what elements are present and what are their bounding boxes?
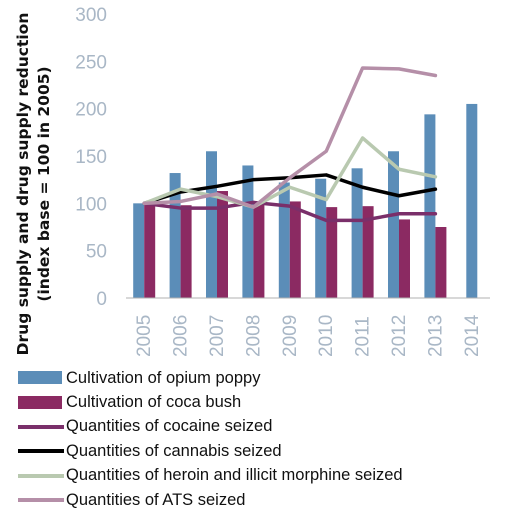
legend-item-heroin: Quantities of heroin and illicit morphin… <box>18 464 503 488</box>
y-tick-label: 0 <box>96 289 107 310</box>
legend-item-cocaine: Quantities of cocaine seized <box>18 415 503 439</box>
y-tick-label: 50 <box>86 242 107 263</box>
legend-label-cocaine: Quantities of cocaine seized <box>66 417 273 436</box>
bar <box>278 182 290 298</box>
series-lines <box>142 66 438 223</box>
legend-item-coca: Cultivation of coca bush <box>18 390 503 414</box>
x-tick-labels: 2005 2006 2007 2008 2009 2010 2011 2012 2013 2014 <box>134 314 483 357</box>
legend-item-ats: Quantities of ATS seized <box>18 488 503 512</box>
series-line <box>142 136 438 209</box>
legend-swatch-coca <box>18 395 62 409</box>
series-line <box>142 200 438 223</box>
bar <box>315 178 327 298</box>
bar <box>253 202 265 298</box>
legend-swatch-cocaine <box>18 424 64 429</box>
bar <box>388 151 399 298</box>
x-tick-label: 2012 <box>389 315 410 357</box>
bar <box>169 173 181 298</box>
legend: Cultivation of opium poppy Cultivation o… <box>18 366 503 512</box>
bar <box>466 103 478 298</box>
y-axis-title-line-2: (index base = 100 in 2005) <box>35 66 53 301</box>
bars <box>133 103 478 298</box>
x-tick-label: 2014 <box>462 314 483 357</box>
bar <box>289 201 301 298</box>
y-tick-label: 100 <box>75 194 107 215</box>
legend-swatch-ats <box>18 498 64 503</box>
x-tick-label: 2010 <box>316 315 337 357</box>
bar <box>424 114 436 298</box>
x-tick-label: 2006 <box>171 315 192 357</box>
y-tick-label: 150 <box>75 147 107 168</box>
x-tick-label: 2009 <box>280 315 301 357</box>
y-tick-label: 250 <box>75 52 107 73</box>
bar <box>144 203 156 298</box>
bar <box>399 219 410 298</box>
x-tick-label: 2007 <box>207 315 228 357</box>
legend-swatch-cannabis <box>18 449 64 454</box>
bar <box>435 227 447 298</box>
x-tick-label: 2011 <box>353 316 374 357</box>
legend-item-opium: Cultivation of opium poppy <box>18 366 503 390</box>
bar <box>242 165 254 298</box>
bar <box>362 206 374 298</box>
y-tick-labels: 0 50 100 150 200 250 300 <box>75 5 107 310</box>
legend-label-cannabis: Quantities of cannabis seized <box>66 441 282 460</box>
legend-label-opium: Cultivation of opium poppy <box>66 368 261 387</box>
bar <box>206 151 217 298</box>
series-line <box>142 66 438 209</box>
bar <box>180 205 192 298</box>
legend-label-heroin: Quantities of heroin and illicit morphin… <box>66 466 403 485</box>
bar <box>133 203 145 298</box>
bar <box>351 168 363 298</box>
bar <box>217 191 228 298</box>
legend-item-cannabis: Quantities of cannabis seized <box>18 439 503 463</box>
legend-swatch-opium <box>18 371 62 385</box>
y-axis-title: Drug supply and drug supply reduction (i… <box>14 13 53 356</box>
legend-swatch-heroin <box>18 473 64 478</box>
legend-label-coca: Cultivation of coca bush <box>66 393 242 412</box>
legend-label-ats: Quantities of ATS seized <box>66 490 246 509</box>
y-axis-title-line-1: Drug supply and drug supply reduction <box>14 13 32 356</box>
x-tick-label: 2013 <box>425 315 446 357</box>
y-tick-label: 200 <box>75 100 107 121</box>
x-tick-label: 2008 <box>243 315 264 357</box>
bar <box>326 207 338 298</box>
y-tick-label: 300 <box>75 5 107 26</box>
x-tick-label: 2005 <box>134 315 155 357</box>
